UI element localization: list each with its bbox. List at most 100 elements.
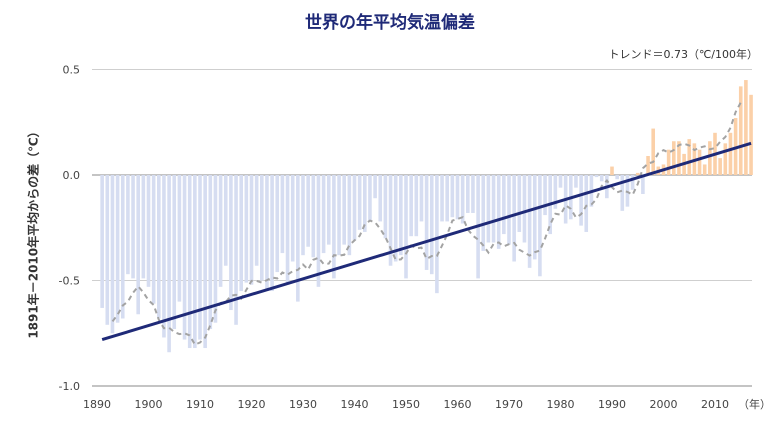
bar-2016 (744, 80, 748, 175)
bar-1892 (105, 175, 110, 325)
bar-1936 (332, 175, 336, 279)
bar-1965 (481, 175, 486, 251)
bar-1916 (229, 175, 233, 311)
bar-1903 (162, 175, 166, 338)
bar-2015 (738, 86, 743, 175)
bar-1919 (244, 175, 249, 283)
bar-1997 (646, 156, 650, 175)
bar-1966 (486, 175, 491, 243)
bar-1913 (213, 175, 218, 323)
bar-1993 (625, 175, 630, 207)
bar-1912 (208, 175, 213, 330)
bar-2001 (666, 149, 671, 175)
bar-1900 (146, 175, 151, 287)
bar-1915 (223, 175, 228, 266)
bar-1932 (311, 175, 316, 258)
bar-1992 (620, 175, 625, 211)
bar-2005 (687, 139, 692, 175)
x-tick-label: 1950 (392, 398, 420, 411)
bar-1957 (440, 175, 444, 222)
bar-1969 (502, 175, 506, 235)
chart-title: 世界の年平均気温偏差 (305, 13, 475, 33)
bar-2002 (672, 141, 676, 175)
x-tick-label: 1920 (238, 398, 266, 411)
bar-1918 (239, 175, 243, 292)
bar-1943 (368, 175, 372, 222)
bar-1968 (496, 175, 501, 249)
y-tick-label: -0.5 (59, 275, 80, 288)
bar-1937 (337, 175, 341, 256)
bar-1914 (218, 175, 223, 287)
bar-1941 (357, 175, 362, 230)
bar-1928 (290, 175, 295, 262)
bar-1963 (471, 175, 475, 213)
bar-1977 (543, 175, 547, 216)
bar-1940 (352, 175, 357, 241)
bar-2013 (728, 132, 733, 175)
bar-1972 (517, 175, 522, 232)
bar-1951 (409, 175, 413, 237)
bar-1926 (280, 175, 285, 254)
bar-1920 (249, 175, 254, 285)
y-tick-label: -1.0 (59, 380, 80, 393)
bar-1995 (635, 172, 640, 175)
bar-1907 (182, 175, 187, 340)
bar-1974 (527, 175, 532, 268)
bar-1980 (558, 175, 563, 188)
x-tick-label: 1930 (289, 398, 317, 411)
bar-1921 (254, 175, 259, 266)
bar-1938 (342, 175, 346, 245)
bar-1994 (630, 175, 635, 190)
bar-1947 (388, 175, 393, 266)
bar-1929 (296, 175, 300, 302)
x-tick-label: 1940 (341, 398, 369, 411)
bar-1944 (373, 175, 377, 199)
bar-1939 (347, 175, 352, 256)
bar-1960 (455, 175, 460, 220)
bar-1908 (187, 175, 192, 349)
x-tick-label: 1890 (83, 398, 111, 411)
bar-1902 (157, 175, 161, 319)
bar-1950 (404, 175, 408, 279)
bar-1942 (363, 175, 367, 232)
bar-1924 (270, 175, 274, 292)
bar-1894 (115, 175, 120, 323)
bar-2003 (677, 141, 681, 175)
bar-1911 (203, 175, 207, 349)
bar-1925 (275, 175, 280, 273)
bar-1945 (378, 175, 383, 222)
x-tick-label: 1970 (495, 398, 523, 411)
bar-2008 (702, 164, 707, 175)
bar-2009 (708, 141, 712, 175)
bar-1970 (507, 175, 511, 245)
bar-1896 (126, 175, 130, 275)
bar-1933 (316, 175, 321, 287)
bar-1975 (532, 175, 537, 260)
bar-1996 (641, 175, 645, 194)
x-tick-label: 1990 (598, 398, 626, 411)
y-tick-label: 0.5 (63, 64, 81, 77)
bar-2017 (749, 94, 753, 175)
bar-1959 (450, 175, 455, 218)
bar-1956 (435, 175, 439, 294)
bar-2012 (723, 143, 728, 175)
bar-1955 (429, 175, 434, 275)
bar-1917 (234, 175, 238, 325)
bar-1922 (260, 175, 264, 281)
bar-1998 (651, 128, 655, 175)
bar-1897 (131, 175, 135, 279)
x-tick-label: 2010 (701, 398, 729, 411)
x-tick-label: 1960 (444, 398, 472, 411)
bar-1954 (424, 175, 429, 270)
bar-1983 (574, 175, 578, 188)
bar-1899 (141, 175, 146, 279)
bar-1895 (120, 175, 125, 319)
bar-1948 (393, 175, 398, 262)
bar-1927 (285, 175, 290, 285)
bar-1988 (599, 175, 604, 182)
bar-1935 (326, 175, 331, 245)
y-tick-label: 0.0 (63, 169, 81, 182)
bar-1946 (383, 175, 388, 239)
trend-annotation: トレンド＝0.73（℃/100年） (608, 48, 758, 61)
